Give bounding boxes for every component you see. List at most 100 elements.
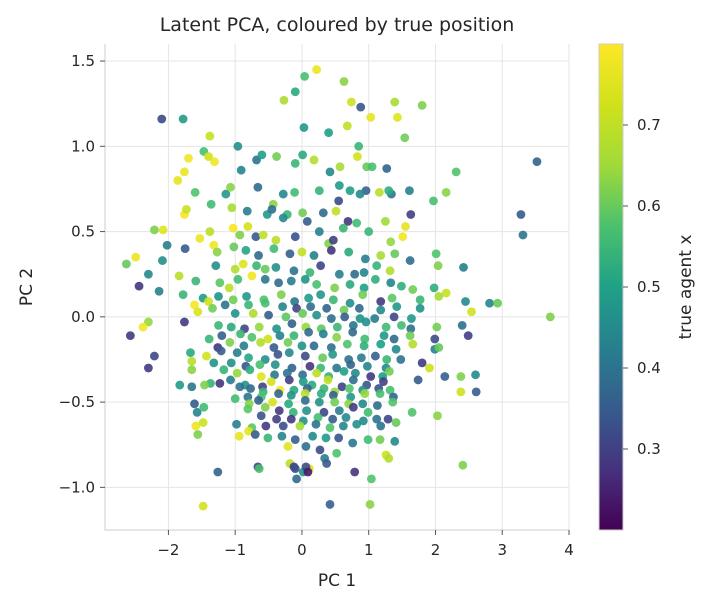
data-point (198, 501, 208, 511)
data-point (356, 102, 366, 112)
data-point (220, 300, 230, 310)
data-point (247, 271, 257, 281)
data-point (326, 314, 336, 323)
data-point (187, 365, 197, 375)
data-point (391, 418, 401, 427)
data-point (358, 399, 368, 409)
data-point (208, 303, 217, 313)
data-point (206, 199, 216, 209)
data-point (331, 206, 341, 216)
data-point (158, 225, 168, 235)
data-point (289, 331, 299, 340)
data-point (334, 196, 344, 206)
data-point (456, 372, 466, 381)
data-point (204, 334, 214, 344)
data-point (302, 216, 312, 226)
data-point (366, 372, 376, 381)
data-point (283, 338, 293, 347)
data-point (366, 474, 376, 484)
data-point (285, 249, 295, 259)
data-point (330, 397, 340, 407)
data-point (396, 355, 406, 364)
data-point (193, 307, 203, 317)
data-point (143, 363, 153, 373)
data-point (334, 181, 344, 190)
data-point (376, 339, 386, 349)
data-point (374, 187, 384, 197)
data-point (350, 467, 360, 477)
data-point (198, 418, 208, 427)
data-points (121, 65, 555, 511)
data-point (359, 283, 369, 293)
data-point (266, 377, 276, 387)
data-point (286, 414, 296, 424)
data-point (174, 271, 184, 281)
data-point (251, 232, 261, 242)
data-point (406, 324, 416, 334)
x-axis-label: PC 1 (318, 571, 356, 591)
data-point (365, 500, 375, 509)
data-point (315, 445, 325, 455)
data-point (372, 414, 382, 424)
data-point (433, 261, 443, 271)
data-point (236, 165, 246, 175)
data-point (328, 295, 338, 305)
data-point (440, 372, 450, 381)
data-point (364, 227, 374, 236)
data-point (390, 97, 400, 107)
data-point (334, 433, 344, 443)
chart-title: Latent PCA, coloured by true position (160, 14, 515, 36)
data-point (360, 334, 370, 344)
data-point (358, 416, 368, 426)
data-point (209, 240, 219, 250)
data-point (413, 375, 423, 385)
data-point (180, 317, 189, 327)
data-point (309, 341, 319, 351)
data-point (214, 320, 223, 330)
data-point (386, 237, 396, 247)
data-point (355, 189, 365, 199)
data-point (363, 407, 373, 417)
data-point (263, 334, 273, 344)
data-point (227, 203, 237, 213)
data-point (268, 397, 277, 407)
data-point (312, 65, 322, 74)
data-point (305, 268, 315, 277)
data-point (516, 210, 526, 219)
data-point (193, 430, 203, 439)
data-point (366, 112, 376, 122)
data-point (459, 262, 468, 272)
data-point (226, 375, 235, 385)
data-point (375, 435, 385, 445)
data-point (244, 300, 253, 310)
data-point (271, 235, 281, 245)
data-point (308, 431, 318, 441)
data-point (244, 426, 253, 436)
data-point (348, 327, 358, 337)
data-point (434, 343, 444, 352)
data-point (400, 133, 410, 143)
data-point (433, 411, 442, 421)
data-point (381, 216, 390, 226)
data-point (286, 390, 296, 400)
data-point (309, 155, 319, 165)
data-point (297, 247, 307, 257)
y-axis-label: PC 2 (17, 268, 37, 306)
data-point (319, 407, 329, 417)
data-point (390, 436, 400, 446)
data-point (312, 310, 322, 320)
colorbar-tick-label: 0.3 (637, 440, 661, 458)
data-point (150, 351, 159, 361)
data-point (131, 252, 141, 262)
x-axis-ticks: −2 −1 0 1 2 3 4 (157, 530, 574, 559)
data-point (328, 414, 338, 424)
data-point (302, 406, 312, 416)
data-point (204, 297, 213, 306)
data-point (282, 368, 292, 378)
data-point (334, 269, 344, 279)
data-point (125, 331, 135, 340)
data-point (232, 419, 241, 429)
data-point (241, 245, 251, 255)
data-point (389, 312, 399, 322)
